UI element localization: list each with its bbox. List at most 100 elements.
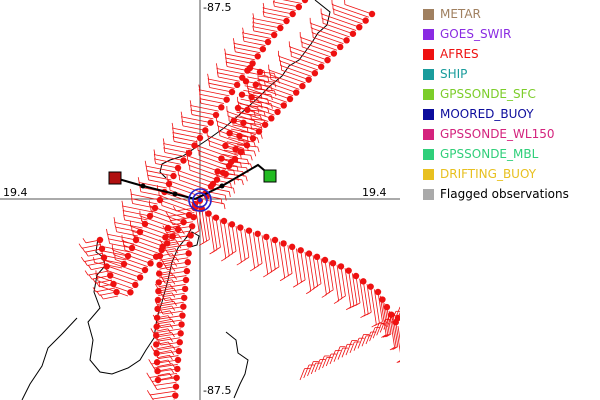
- wind-barb: [383, 314, 390, 330]
- observation-point: [153, 350, 160, 357]
- wind-barb-flag: [257, 137, 260, 144]
- wind-barb-flag: [154, 283, 159, 289]
- wind-barb: [332, 263, 340, 301]
- wind-barb: [156, 350, 179, 355]
- axis-label-left: 19.4: [3, 186, 28, 199]
- observation-point: [205, 210, 212, 217]
- wind-barb: [210, 187, 230, 193]
- wind-barb: [179, 179, 209, 191]
- wind-barb: [324, 259, 331, 293]
- wind-barb: [131, 193, 161, 201]
- legend-item-gpssonde-mbl[interactable]: GPSSONDE_MBL: [423, 144, 598, 164]
- wind-barb: [95, 287, 116, 293]
- wind-barb-flag: [190, 104, 192, 111]
- observation-point: [180, 157, 187, 164]
- observation-point: [156, 252, 164, 260]
- wind-barb: [160, 200, 192, 212]
- wind-barb: [199, 89, 230, 97]
- wind-barb-flag: [163, 147, 166, 153]
- wind-barb: [274, 5, 296, 11]
- wind-barb-flag: [173, 376, 177, 382]
- observation-point: [222, 170, 229, 178]
- wind-barb: [244, 118, 265, 121]
- observation-map[interactable]: [0, 0, 400, 400]
- observation-point: [212, 214, 220, 221]
- wind-barb-flag: [300, 279, 306, 283]
- wind-barb: [310, 362, 316, 375]
- wind-barb: [177, 169, 215, 184]
- wind-barb-flag: [169, 355, 173, 360]
- observation-point: [226, 130, 233, 137]
- wind-barb-flag: [166, 233, 171, 239]
- wind-barb: [101, 250, 129, 257]
- wind-barb: [197, 150, 233, 163]
- wind-barb-flag: [253, 111, 256, 117]
- wind-barb: [250, 101, 272, 104]
- wind-barb: [365, 331, 372, 345]
- observation-point: [274, 108, 281, 116]
- wind-barb: [252, 92, 271, 96]
- wind-barb-flag: [84, 260, 88, 266]
- legend-item-drifting-buoy[interactable]: DRIFTING_BUOY: [423, 164, 598, 184]
- legend-item-afres[interactable]: AFRES: [423, 44, 598, 64]
- wind-barb: [182, 116, 211, 124]
- observation-point: [228, 158, 235, 166]
- observation-point: [174, 356, 182, 364]
- wind-barb: [243, 40, 266, 46]
- wind-barb-flag: [398, 360, 400, 363]
- wind-barb-flag: [267, 107, 270, 113]
- wind-barb-flag: [216, 71, 219, 78]
- wind-barb-flag: [87, 264, 92, 270]
- wind-barb: [279, 60, 316, 74]
- wind-barb: [248, 105, 268, 108]
- wind-barb: [166, 229, 182, 234]
- legend-item-goes-swir[interactable]: GOES_SWIR: [423, 24, 598, 44]
- observation-point: [311, 70, 319, 77]
- wind-barb: [359, 278, 366, 316]
- wind-barb: [278, 55, 319, 71]
- wind-barb: [370, 286, 377, 325]
- wind-barb: [204, 211, 210, 240]
- legend-item-gpssonde-wl150[interactable]: GPSSONDE_WL150: [423, 124, 598, 144]
- legend-item-flagged[interactable]: Flagged observations: [423, 184, 598, 204]
- wind-barb: [160, 341, 180, 346]
- wind-barb: [223, 149, 241, 154]
- wind-barb: [163, 239, 176, 243]
- wind-barb-flag: [198, 84, 201, 90]
- observation-point: [228, 88, 236, 96]
- wind-barb-flag: [194, 230, 200, 234]
- wind-barb: [162, 275, 187, 280]
- wind-barb: [253, 18, 284, 25]
- wind-barb: [265, 236, 272, 272]
- legend-item-ship[interactable]: SHIP: [423, 64, 598, 84]
- wind-barb: [161, 248, 176, 252]
- legend-item-moored-buoy[interactable]: MOORED_BUOY: [423, 104, 598, 124]
- wind-barb-flag: [287, 273, 293, 277]
- observation-point: [289, 10, 296, 18]
- wind-barb: [329, 350, 336, 365]
- wind-barb: [108, 238, 135, 245]
- wind-barb: [200, 102, 222, 108]
- wind-barb-flag: [170, 350, 175, 356]
- wind-barb-flag: [108, 238, 110, 244]
- wind-barb-flag: [163, 142, 165, 149]
- wind-barb: [239, 103, 258, 108]
- wind-barb-flag: [382, 334, 388, 338]
- legend-label: GPSSONDE_SFC: [440, 87, 536, 101]
- observation-point: [305, 250, 313, 257]
- observation-point: [245, 227, 253, 234]
- wind-barb: [153, 346, 180, 351]
- legend-item-metar[interactable]: METAR: [423, 4, 598, 24]
- observation-point: [213, 176, 221, 183]
- wind-barb: [263, 16, 287, 22]
- observation-point: [352, 272, 360, 280]
- observation-point: [218, 155, 225, 162]
- legend-item-gpssonde-sfc[interactable]: GPSSONDE_SFC: [423, 84, 598, 104]
- observation-point: [154, 305, 161, 313]
- wind-barb-flag: [173, 274, 178, 280]
- wind-barb-flag: [149, 394, 153, 400]
- observation-point: [124, 252, 132, 260]
- observation-point: [230, 117, 237, 124]
- map-panel[interactable]: -87.5 -87.5 19.4 19.4: [0, 0, 400, 400]
- observation-point: [172, 383, 180, 390]
